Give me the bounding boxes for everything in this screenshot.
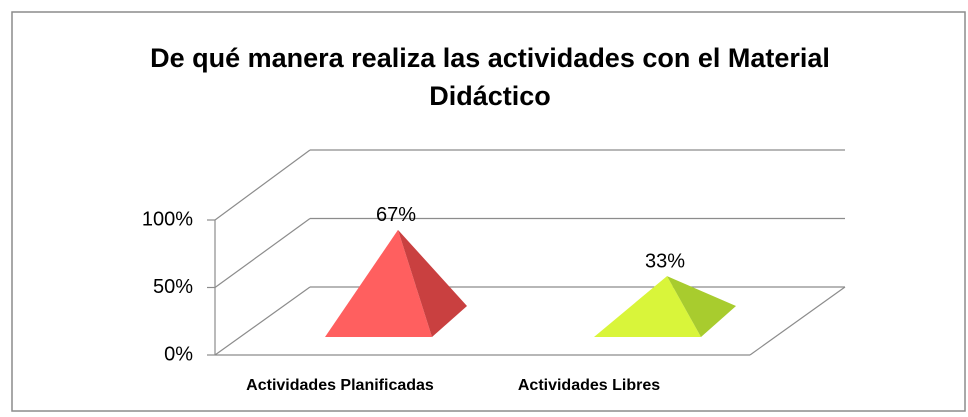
chart-frame: [11, 11, 966, 412]
pyramid-front: [325, 229, 432, 337]
grid-line: [214, 286, 311, 356]
pyramid-front: [594, 276, 701, 337]
floor-edge: [749, 286, 846, 356]
y-tick-label: 50%: [153, 276, 193, 298]
pyramid-side: [398, 229, 467, 337]
grid-line: [214, 218, 311, 288]
x-tick-label: Actividades Libres: [518, 377, 660, 394]
chart-title: De qué manera realiza las actividades co…: [150, 43, 830, 73]
data-label: 67%: [376, 204, 416, 226]
pyramid: [325, 229, 467, 337]
x-tick-label: Actividades Planificadas: [246, 377, 434, 394]
pyramid-side: [667, 276, 736, 337]
data-label: 33%: [645, 250, 685, 272]
y-tick-label: 100%: [142, 208, 193, 230]
pyramid: [594, 276, 736, 337]
grid-line: [214, 149, 311, 221]
chart-title: Didáctico: [429, 81, 551, 111]
y-tick-label: 0%: [164, 343, 193, 365]
